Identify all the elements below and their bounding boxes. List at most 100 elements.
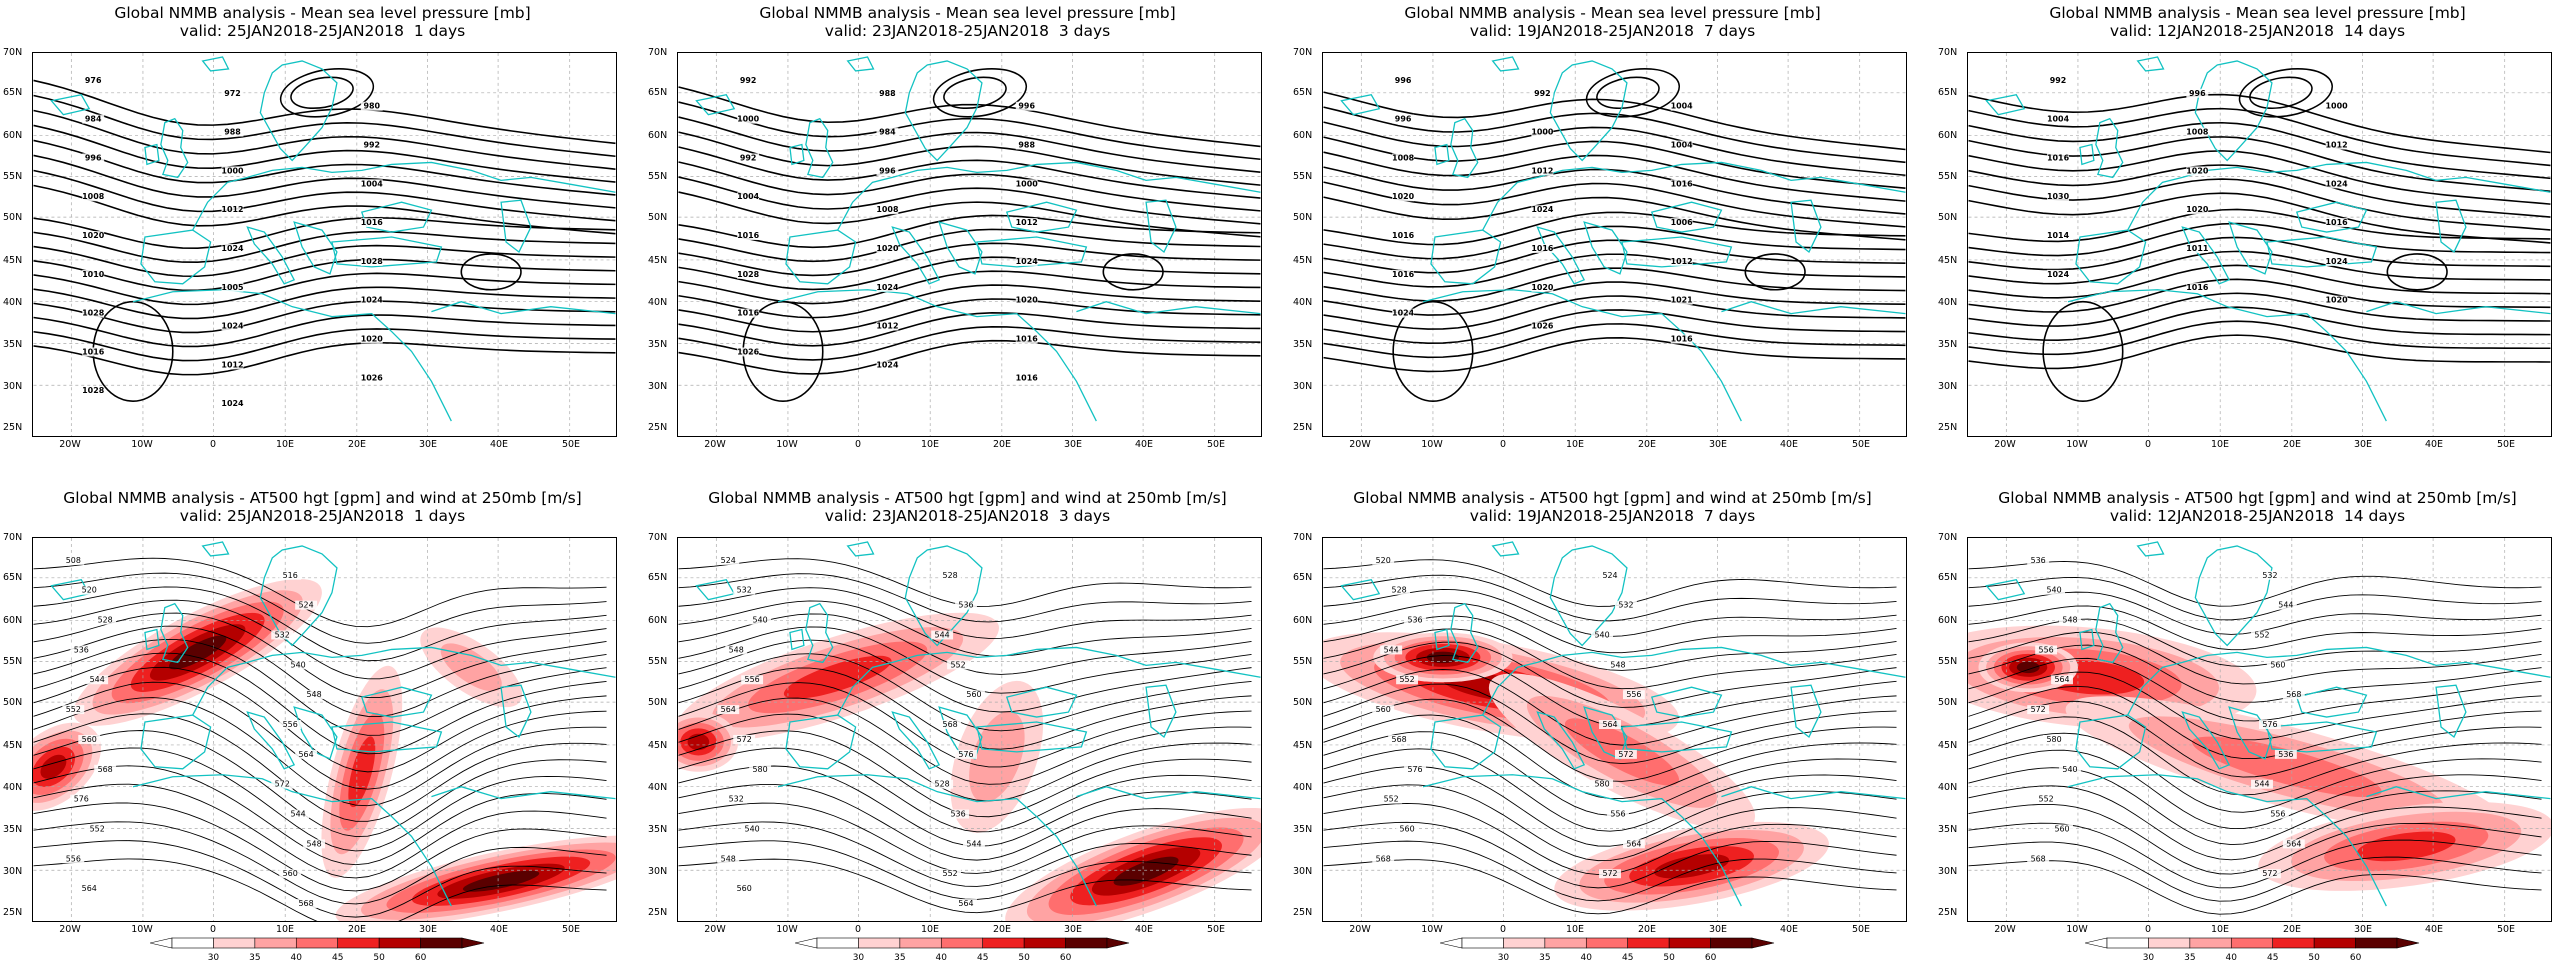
contour-label: 1026 bbox=[1531, 322, 1554, 331]
contour-label: 1012 bbox=[876, 322, 898, 331]
latitude-label: 60N bbox=[3, 130, 23, 141]
pressure-contours bbox=[33, 68, 616, 402]
map-frame: 524 528 532 536 540 544 548 552 556 560 564 568 572 5… bbox=[677, 537, 1262, 922]
coastline bbox=[192, 161, 616, 231]
colorbar-swatch bbox=[1503, 937, 1546, 949]
coastline bbox=[500, 199, 532, 253]
contour-label: 576 bbox=[1407, 765, 1422, 774]
contour-label: 564 bbox=[1626, 839, 1641, 848]
longitude-label: 0 bbox=[854, 924, 862, 935]
latitude-label: 60N bbox=[1293, 615, 1313, 626]
contour-label: 556 bbox=[2270, 810, 2285, 819]
longitude-label: 10W bbox=[2066, 439, 2088, 450]
contour-label: 1008 bbox=[876, 205, 899, 214]
latitude-label: 60N bbox=[1938, 130, 1958, 141]
contour-label: 1016 bbox=[361, 218, 384, 227]
latitude-label: 25N bbox=[1293, 907, 1313, 918]
contour-label: 996 bbox=[879, 166, 896, 175]
colorbar-swatch bbox=[2272, 937, 2315, 949]
contour-label: 1008 bbox=[1392, 153, 1415, 162]
contour-line bbox=[33, 730, 607, 837]
contour-line bbox=[1323, 588, 1897, 637]
latitude-label: 30N bbox=[3, 381, 23, 392]
contour-label: 1024 bbox=[1392, 309, 1415, 318]
contour-label: 548 bbox=[721, 854, 736, 863]
contour-line bbox=[1323, 106, 1906, 164]
map-panel-mslp-1d: Global NMMB analysis - Mean sea level pr… bbox=[0, 0, 645, 485]
colorbar-swatch bbox=[2355, 937, 2398, 949]
latitude-label: 45N bbox=[1293, 255, 1313, 266]
longitude-label: 30E bbox=[2353, 439, 2373, 450]
coastlines bbox=[50, 56, 616, 422]
jet-shading bbox=[168, 635, 227, 670]
contour-label: 540 bbox=[745, 824, 760, 833]
latitude-label: 40N bbox=[1293, 297, 1313, 308]
panel-title: Global NMMB analysis - Mean sea level pr… bbox=[114, 4, 531, 22]
coastline bbox=[1340, 94, 1381, 116]
contour-label: 1028 bbox=[82, 386, 105, 395]
coastline bbox=[1434, 628, 1450, 651]
coastline bbox=[1536, 711, 1586, 770]
latitude-label: 25N bbox=[1293, 422, 1313, 433]
latitude-label: 35N bbox=[3, 339, 23, 350]
coastlines bbox=[695, 541, 1261, 907]
contour-line bbox=[1323, 225, 1906, 260]
contour-line bbox=[1323, 821, 1897, 889]
contour-label: 572 bbox=[2031, 705, 2046, 714]
coastline bbox=[1482, 161, 1906, 231]
latitude-label: 70N bbox=[1293, 47, 1313, 58]
contour-line bbox=[678, 284, 1261, 319]
latitude-label: 40N bbox=[1938, 297, 1958, 308]
latitude-label: 45N bbox=[1938, 255, 1958, 266]
contour-label: 1020 bbox=[2186, 205, 2209, 214]
longitude-label: 10W bbox=[1421, 439, 1443, 450]
longitude-label: 40E bbox=[2424, 439, 2444, 450]
contour-label: 544 bbox=[935, 630, 950, 639]
contour-label: 980 bbox=[363, 102, 380, 111]
contour-line bbox=[1323, 641, 1897, 708]
coastline bbox=[500, 684, 532, 738]
coastline bbox=[904, 545, 983, 647]
contour-label: 1016 bbox=[1392, 231, 1415, 240]
latitude-label: 35N bbox=[648, 339, 668, 350]
colorbar-tick: 60 bbox=[415, 953, 427, 963]
colorbar-tick: 35 bbox=[1539, 953, 1550, 963]
contour-label: 1000 bbox=[221, 166, 244, 175]
colorbar-tick: 40 bbox=[291, 953, 303, 963]
contour-labels: 996 992 1004 996 1000 1004 1008 1012 1016 1020 102… bbox=[1392, 76, 1693, 344]
contour-label: 1012 bbox=[1016, 218, 1038, 227]
latitude-label: 35N bbox=[1938, 824, 1958, 835]
coastline bbox=[2127, 646, 2551, 716]
contour-line bbox=[1968, 644, 2542, 703]
panel-title: Global NMMB analysis - AT500 hgt [gpm] a… bbox=[708, 489, 1227, 507]
coastlines bbox=[1985, 541, 2551, 907]
latitude-label: 25N bbox=[648, 422, 668, 433]
coastline bbox=[2228, 706, 2273, 760]
contour-line bbox=[33, 572, 607, 644]
contour-line bbox=[678, 101, 1261, 161]
contour-line bbox=[1323, 253, 1906, 288]
contour-line bbox=[33, 139, 616, 196]
contour-label: 996 bbox=[1395, 115, 1412, 124]
contour-label: 540 bbox=[2062, 765, 2077, 774]
longitude-label: 20W bbox=[1349, 924, 1371, 935]
colorbar-tick: 60 bbox=[1060, 953, 1072, 963]
latitude-label: 45N bbox=[1293, 740, 1313, 751]
contour-label: 1020 bbox=[2186, 166, 2209, 175]
coastline bbox=[246, 711, 296, 770]
contour-label: 1010 bbox=[82, 270, 105, 279]
longitude-label: 20W bbox=[704, 924, 726, 935]
longitude-label: 10E bbox=[920, 439, 940, 450]
contour-line bbox=[1968, 700, 2542, 778]
longitude-label: 0 bbox=[2144, 924, 2152, 935]
contour-line bbox=[678, 747, 1252, 833]
coastline bbox=[1491, 56, 1520, 72]
longitude-label: 10E bbox=[1565, 439, 1585, 450]
map-frame: 976 972 980 984 988 992 996 1000 1004 1008 1012 101… bbox=[32, 52, 617, 437]
contour-line bbox=[1968, 107, 2551, 167]
contour-label: 552 bbox=[950, 660, 965, 669]
contour-line bbox=[33, 858, 607, 921]
contour-line bbox=[1968, 749, 2542, 830]
contour-label: 536 bbox=[958, 601, 973, 610]
contour-line bbox=[33, 124, 616, 183]
